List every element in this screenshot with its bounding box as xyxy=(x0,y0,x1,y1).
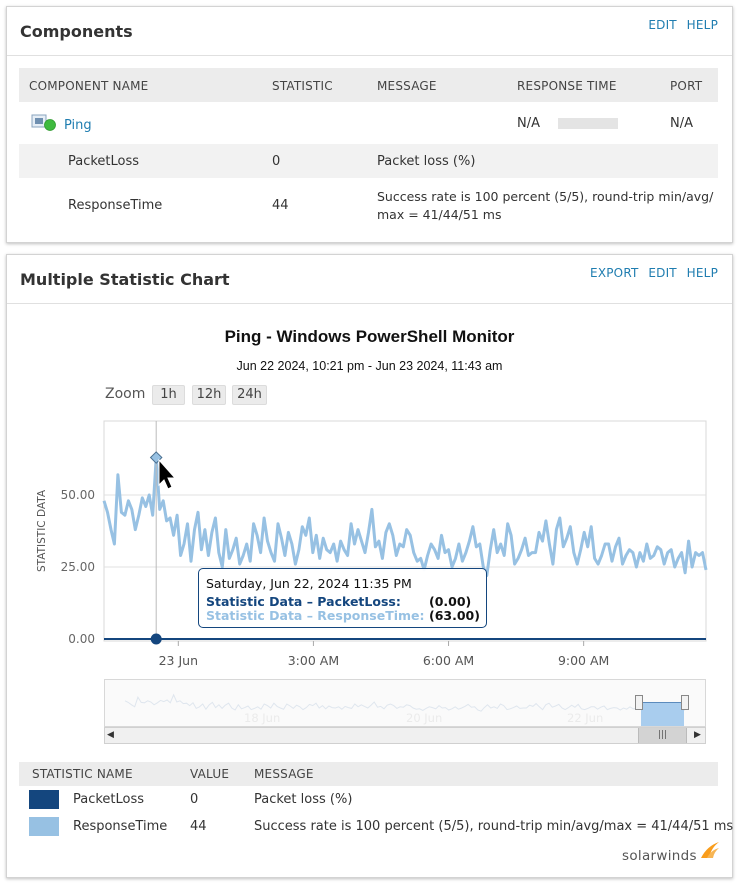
navigator-right-handle[interactable] xyxy=(681,695,689,710)
ping-port: N/A xyxy=(670,116,693,131)
packetloss-hover-marker xyxy=(150,633,162,645)
response-time-bar xyxy=(558,118,618,129)
scroll-right-arrow-icon[interactable]: ▶ xyxy=(694,730,701,740)
x-tick-label: 23 Jun xyxy=(159,653,198,668)
legend-packetloss-message: Packet loss (%) xyxy=(254,792,353,807)
navigator-left-handle[interactable] xyxy=(635,695,643,710)
legend-responsetime-value: 44 xyxy=(190,819,207,834)
tooltip-responsetime-value: (63.00) xyxy=(429,608,480,623)
legend-responsetime-message: Success rate is 100 percent (5/5), round… xyxy=(254,819,734,834)
y-tick-label: 0.00 xyxy=(68,632,95,646)
tooltip-date: Saturday, Jun 22, 2024 11:35 PM xyxy=(206,576,412,591)
tooltip-packetloss-value: (0.00) xyxy=(429,594,472,609)
responsetime-message-line2: max = 41/44/51 ms xyxy=(377,207,502,222)
col-component-name: COMPONENT NAME xyxy=(29,79,149,93)
components-title: Components xyxy=(20,22,133,41)
navigator-selected-range[interactable] xyxy=(641,702,684,726)
chart-help-link[interactable]: HELP xyxy=(686,266,718,280)
chart-navigator[interactable]: 18 Jun 20 Jun 22 Jun xyxy=(104,679,706,727)
packetloss-color-swatch xyxy=(29,790,59,809)
chart-edit-link[interactable]: EDIT xyxy=(648,266,677,280)
navigator-scrollbar[interactable]: ◀ ||| ▶ xyxy=(104,727,706,744)
components-header: Components EDIT HELP xyxy=(7,7,732,56)
components-table-header xyxy=(19,68,718,102)
col-statistic: STATISTIC xyxy=(272,79,333,93)
navigator-label-22jun: 22 Jun xyxy=(567,711,604,725)
legend-col-statistic-name: STATISTIC NAME xyxy=(32,767,133,781)
x-tick-label: 6:00 AM xyxy=(423,653,474,668)
navigator-label-18jun: 18 Jun xyxy=(244,711,281,725)
responsetime-color-swatch xyxy=(29,817,59,836)
ping-component-link[interactable]: Ping xyxy=(64,118,92,133)
export-link[interactable]: EXPORT xyxy=(590,266,639,280)
chart-tooltip: Saturday, Jun 22, 2024 11:35 PM Statisti… xyxy=(198,568,487,628)
chart-panel-title: Multiple Statistic Chart xyxy=(20,270,230,289)
legend-col-message: MESSAGE xyxy=(254,767,314,781)
ping-response-time: N/A xyxy=(517,116,540,131)
navigator-series xyxy=(124,693,686,712)
packetloss-name: PacketLoss xyxy=(68,154,140,169)
components-help-link[interactable]: HELP xyxy=(686,18,718,32)
solarwinds-logo: solarwinds xyxy=(622,848,697,864)
ping-component-icon xyxy=(31,114,57,136)
scrollbar-thumb[interactable]: ||| xyxy=(638,728,687,743)
chart-title: Ping - Windows PowerShell Monitor xyxy=(224,327,515,346)
packetloss-message: Packet loss (%) xyxy=(377,154,476,169)
legend-table-header xyxy=(19,762,718,786)
tooltip-responsetime-label: Statistic Data – ResponseTime: xyxy=(206,608,425,623)
legend-packetloss-value: 0 xyxy=(190,792,199,807)
packetloss-statistic: 0 xyxy=(272,154,281,169)
responsetime-statistic: 44 xyxy=(272,198,289,213)
components-panel: Components EDIT HELP COMPONENT NAME STAT… xyxy=(6,6,733,243)
mouse-pointer-icon xyxy=(158,458,177,490)
y-tick-label: 25.00 xyxy=(61,560,95,574)
chart-panel: Multiple Statistic Chart EXPORT EDIT HEL… xyxy=(6,254,733,878)
solarwinds-flame-icon xyxy=(701,842,719,858)
x-tick-label: 3:00 AM xyxy=(288,653,339,668)
zoom-label: Zoom xyxy=(105,386,146,402)
zoom-1h-button[interactable]: 1h xyxy=(152,385,185,405)
responsetime-name: ResponseTime xyxy=(68,198,163,213)
col-response-time: RESPONSE TIME xyxy=(517,79,617,93)
chart-panel-header: Multiple Statistic Chart EXPORT EDIT HEL… xyxy=(7,255,732,304)
x-tick-label: 9:00 AM xyxy=(558,653,609,668)
y-axis-label: STATISTIC DATA xyxy=(36,489,48,572)
col-message: MESSAGE xyxy=(377,79,437,93)
table-row xyxy=(19,144,718,178)
legend-col-value: VALUE xyxy=(190,767,230,781)
scroll-left-arrow-icon[interactable]: ◀ xyxy=(107,730,114,740)
col-port: PORT xyxy=(670,79,703,93)
chart-subtitle: Jun 22 2024, 10:21 pm - Jun 23 2024, 11:… xyxy=(236,359,503,373)
navigator-label-20jun: 20 Jun xyxy=(406,711,443,725)
zoom-24h-button[interactable]: 24h xyxy=(232,385,267,405)
y-tick-label: 50.00 xyxy=(61,488,95,502)
legend-packetloss-name: PacketLoss xyxy=(73,792,145,807)
legend-responsetime-name: ResponseTime xyxy=(73,819,168,834)
tooltip-packetloss-label: Statistic Data – PacketLoss: xyxy=(206,594,401,609)
responsetime-series-line xyxy=(102,456,708,578)
zoom-12h-button[interactable]: 12h xyxy=(192,385,226,405)
components-edit-link[interactable]: EDIT xyxy=(648,18,677,32)
responsetime-message-line1: Success rate is 100 percent (5/5), round… xyxy=(377,189,714,204)
